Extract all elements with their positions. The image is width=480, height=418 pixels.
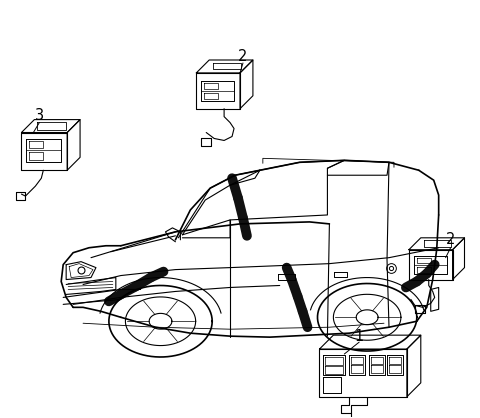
- Text: 3: 3: [35, 108, 44, 123]
- Text: 2: 2: [446, 232, 455, 247]
- Text: 2: 2: [238, 48, 248, 64]
- Text: 1: 1: [355, 329, 364, 344]
